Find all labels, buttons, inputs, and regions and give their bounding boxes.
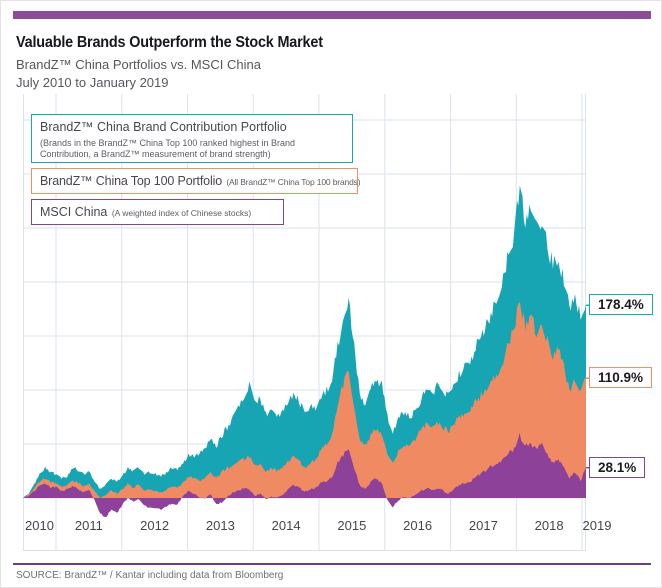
callout-brand-contribution-value: 178.4%: [589, 294, 653, 316]
legend-brand-contribution-label: BrandZ™ China Brand Contribution Portfol…: [40, 120, 287, 134]
svg-text:2017: 2017: [469, 518, 498, 533]
source-divider: [13, 563, 651, 565]
legend-brand-contribution-description: (Brands in the BrandZ™ China Top 100 ran…: [40, 138, 295, 159]
chart-subtitle: BrandZ™ China Portfolios vs. MSCI China: [16, 57, 261, 72]
legend-top100-label: BrandZ™ China Top 100 Portfolio: [40, 174, 223, 188]
legend-msci: MSCI China (A weighted index of Chinese …: [31, 199, 284, 225]
callout-top100-value: 110.9%: [589, 367, 653, 389]
area-series-0: [23, 185, 586, 499]
page-title: Valuable Brands Outperform the Stock Mar…: [16, 34, 323, 51]
svg-text:2013: 2013: [206, 518, 235, 533]
svg-text:2011: 2011: [75, 518, 103, 533]
legend-top100: BrandZ™ China Top 100 Portfolio (All Bra…: [31, 168, 361, 194]
legend-top100-description: (All BrandZ™ China Top 100 brands): [226, 177, 361, 187]
area-series-1: [23, 301, 586, 499]
legend-brand-contribution: BrandZ™ China Brand Contribution Portfol…: [31, 114, 353, 163]
legend-msci-description: (A weighted index of Chinese stocks): [111, 208, 252, 218]
svg-text:2019: 2019: [583, 518, 612, 533]
callout-msci-value: 28.1%: [589, 456, 646, 478]
x-axis-labels: 2010 2011 2012 2013 2014 2015 2016 2017 2018 2019: [25, 518, 611, 533]
top-accent-bar: [13, 11, 651, 19]
svg-text:2018: 2018: [535, 518, 564, 533]
chart-period: July 2010 to January 2019: [16, 75, 169, 90]
svg-text:2012: 2012: [140, 518, 169, 533]
legend-msci-label: MSCI China: [40, 205, 108, 219]
area-series-2: [23, 432, 586, 518]
svg-text:2015: 2015: [337, 518, 366, 533]
svg-text:2014: 2014: [272, 518, 301, 533]
svg-text:2010: 2010: [25, 518, 54, 533]
source-text: SOURCE: BrandZ™ / Kantar including data …: [16, 570, 284, 581]
svg-text:2016: 2016: [403, 518, 432, 533]
